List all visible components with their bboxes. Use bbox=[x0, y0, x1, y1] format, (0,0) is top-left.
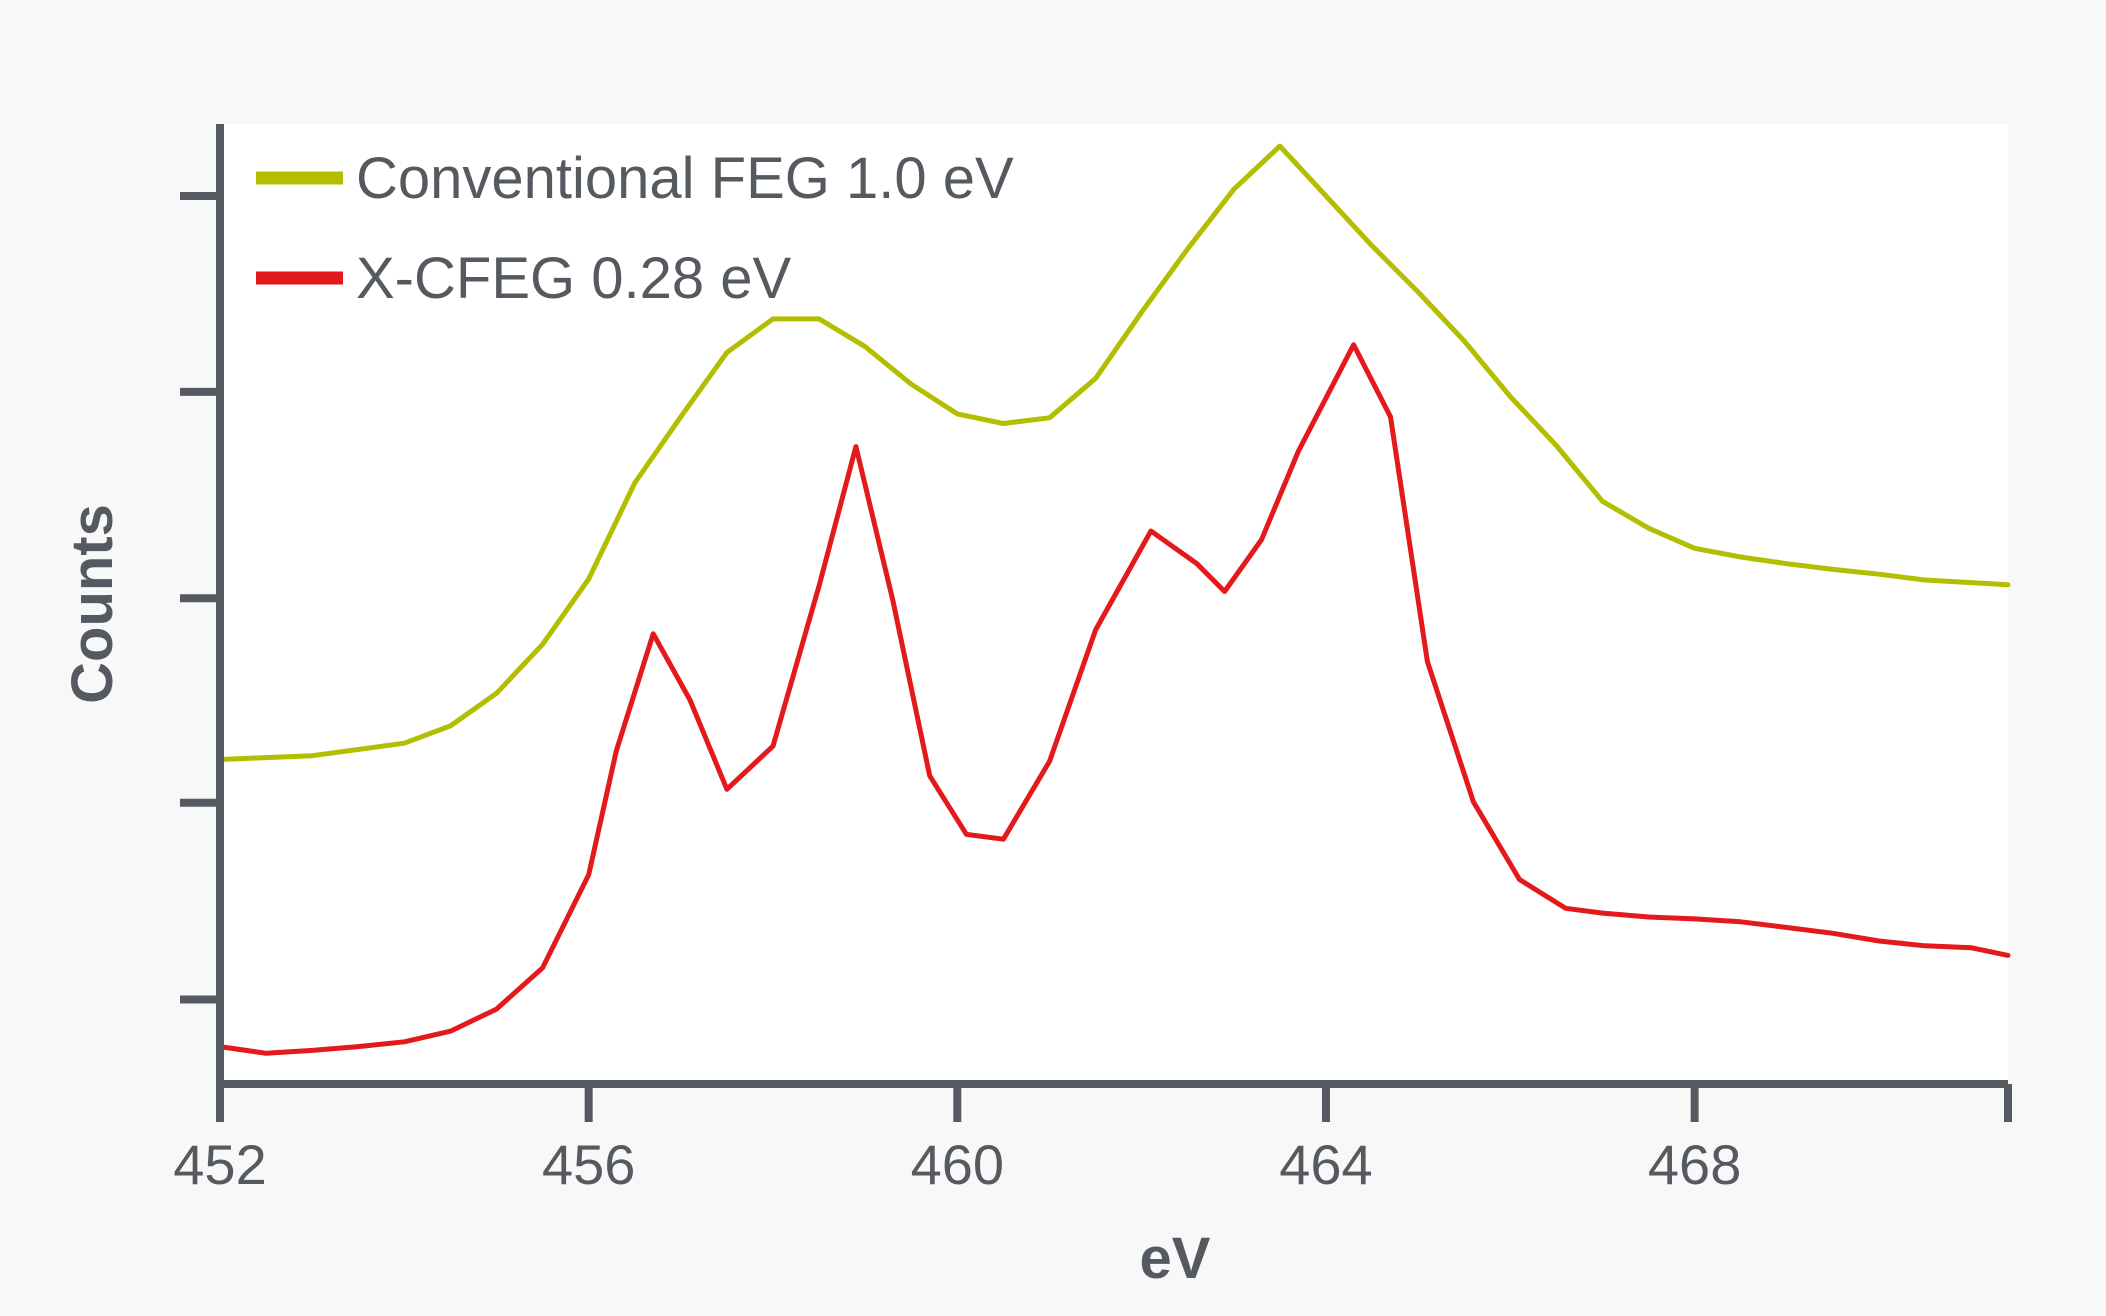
plot-area bbox=[220, 124, 2008, 1084]
axes-layer: 452 456 460 464 468 bbox=[173, 124, 2012, 1196]
x-tick-label-460: 460 bbox=[911, 1133, 1004, 1196]
legend-label-2: X-CFEG 0.28 eV bbox=[356, 246, 791, 311]
x-axis-title: eV bbox=[1140, 1226, 1211, 1291]
series-layer bbox=[217, 143, 2011, 1056]
series-line-2 bbox=[217, 342, 2011, 1056]
x-tick-label-464: 464 bbox=[1279, 1133, 1372, 1196]
x-tick-label-468: 468 bbox=[1648, 1133, 1741, 1196]
legend: Conventional FEG 1.0 eV X-CFEG 0.28 eV bbox=[256, 146, 1014, 311]
y-axis-title: Counts bbox=[60, 504, 125, 704]
x-tick-label-456: 456 bbox=[542, 1133, 635, 1196]
x-tick-label-452: 452 bbox=[173, 1133, 266, 1196]
series-line-1 bbox=[217, 143, 2011, 762]
legend-label-1: Conventional FEG 1.0 eV bbox=[356, 146, 1014, 211]
